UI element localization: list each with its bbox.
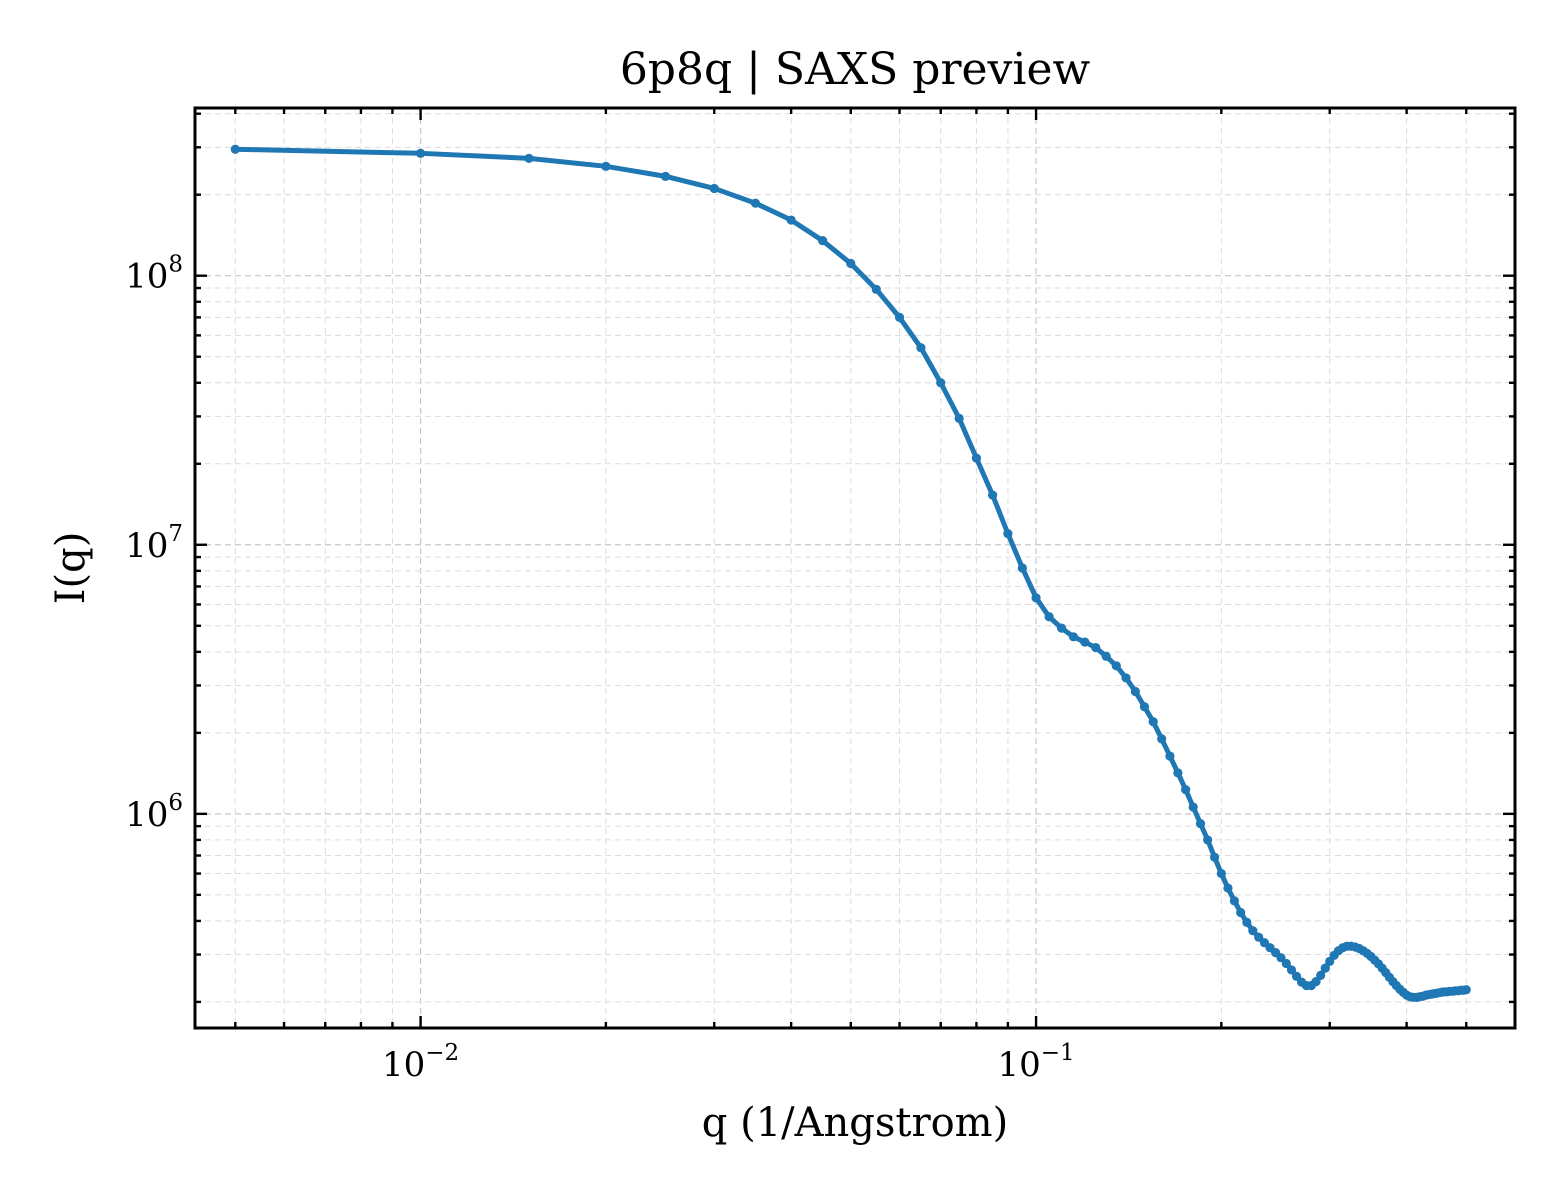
x-axis-label: q (1/Angstrom): [702, 1100, 1008, 1146]
data-point: [971, 453, 982, 463]
data-point: [1130, 686, 1140, 697]
data-point: [1157, 734, 1167, 744]
chart-title: 6p8q | SAXS preview: [620, 44, 1091, 95]
data-point: [1044, 612, 1054, 622]
data-point: [936, 378, 946, 388]
y-tick-label: 108: [125, 252, 183, 297]
series-layer: [230, 144, 1471, 1002]
data-point: [1139, 702, 1150, 712]
data-point: [1188, 802, 1198, 812]
data-point: [1017, 563, 1027, 573]
y-tick-label: 106: [125, 790, 183, 835]
y-axis-label: I(q): [48, 532, 94, 605]
data-point: [1111, 661, 1121, 671]
data-point: [1181, 785, 1191, 795]
data-point: [1068, 632, 1079, 642]
data-point: [709, 183, 719, 194]
tick-labels: 10−2 10−1 106 107 108: [125, 252, 1075, 1085]
data-point: [1286, 965, 1297, 975]
data-point: [1203, 835, 1213, 845]
data-point: [415, 148, 426, 158]
data-point: [1229, 896, 1239, 906]
data-point: [1461, 985, 1471, 995]
data-point: [786, 215, 796, 225]
data-point: [1056, 623, 1067, 633]
data-point: [1216, 868, 1226, 879]
data-point: [750, 198, 761, 208]
data-point: [988, 490, 998, 500]
data-point: [818, 236, 828, 246]
data-point: [1209, 852, 1220, 862]
data-point: [1165, 751, 1175, 761]
data-point: [524, 153, 534, 163]
data-point: [1173, 768, 1183, 778]
data-point: [1101, 651, 1111, 661]
ticks: [195, 108, 1515, 1028]
y-tick-label: 107: [125, 521, 183, 566]
plot-frame: [193, 106, 1517, 1030]
data-point: [1254, 932, 1264, 942]
data-point: [1236, 907, 1246, 918]
data-point: [916, 343, 926, 353]
data-point: [1248, 926, 1258, 936]
data-point: [1080, 637, 1090, 647]
data-point: [1223, 883, 1233, 893]
data-point: [230, 144, 240, 154]
data-point: [846, 258, 856, 269]
data-point: [871, 284, 881, 294]
x-tick-label: 10−1: [997, 1040, 1074, 1085]
data-point: [1195, 818, 1206, 829]
data-point: [1121, 673, 1131, 683]
data-point: [1316, 970, 1326, 980]
data-point: [1031, 593, 1041, 603]
grid: [195, 108, 1515, 1028]
x-tick-label: 10−2: [382, 1040, 459, 1085]
data-point: [660, 171, 671, 181]
data-point: [894, 312, 905, 322]
data-point: [1148, 717, 1158, 727]
data-point: [954, 413, 964, 423]
data-point: [1003, 529, 1013, 539]
data-point: [601, 161, 611, 171]
data-point: [1091, 642, 1101, 653]
data-point: [1320, 963, 1330, 973]
data-point: [1281, 958, 1291, 969]
data-point: [1242, 917, 1252, 927]
